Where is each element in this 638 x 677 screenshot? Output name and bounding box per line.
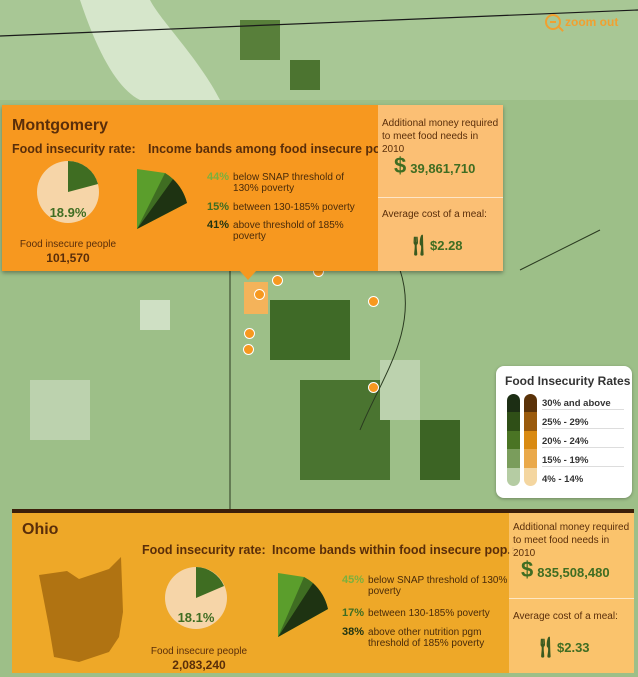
magnifier-minus-icon xyxy=(545,14,561,30)
rate-pie-chart xyxy=(164,566,228,635)
legend-item: 4% - 14% xyxy=(542,474,584,485)
band-row: 38% above other nutrition pgm threshold … xyxy=(342,626,485,650)
city-marker[interactable] xyxy=(368,296,379,307)
cost-sidebar: Additional money required to meet food n… xyxy=(509,513,634,673)
legend-title: Food Insecurity Rates xyxy=(505,374,631,388)
zoom-out-button[interactable]: zoom out xyxy=(545,14,618,30)
bands-title: Income bands within food insecure pop.: xyxy=(272,543,516,557)
rate-value: 18.1% xyxy=(177,610,215,625)
income-bands-pie xyxy=(137,169,187,229)
meal-label: Average cost of a meal: xyxy=(513,611,618,622)
divider xyxy=(378,197,503,198)
city-marker[interactable] xyxy=(254,289,265,300)
money-value: $39,861,710 xyxy=(394,153,476,178)
panel-pointer xyxy=(240,271,256,280)
people-label: Food insecure people xyxy=(150,646,248,657)
zoom-out-label: zoom out xyxy=(565,15,619,29)
city-marker[interactable] xyxy=(243,344,254,355)
people-value: 2,083,240 xyxy=(172,658,226,672)
people-value: 101,570 xyxy=(46,251,90,265)
rate-pie-chart xyxy=(37,160,99,223)
band-row: 44% below SNAP threshold of 130% poverty xyxy=(207,171,345,195)
rate-label: Food insecurity rate: xyxy=(12,142,136,156)
meal-value: $2.28 xyxy=(430,238,463,253)
city-marker[interactable] xyxy=(368,382,379,393)
fork-knife-icon: 🍴︎ xyxy=(533,637,559,659)
fork-knife-icon: 🍴︎ xyxy=(406,235,432,257)
bands-title: Income bands among food insecure pop.: xyxy=(148,142,396,156)
money-value: $835,508,480 xyxy=(521,557,610,582)
legend-orange-bar xyxy=(524,394,537,486)
meal-label: Average cost of a meal: xyxy=(382,209,487,220)
legend-item: 15% - 19% xyxy=(542,455,624,467)
money-label: Additional money required to meet food n… xyxy=(382,118,499,155)
meal-value: $2.33 xyxy=(557,640,590,655)
cost-sidebar: Additional money required to meet food n… xyxy=(378,105,503,271)
band-row: 41% above threshold of 185% poverty xyxy=(207,219,344,243)
legend: Food Insecurity Rates 30% and above 25% … xyxy=(496,366,632,498)
band-row: 17% between 130-185% poverty xyxy=(342,607,490,620)
band-row: 15% between 130-185% poverty xyxy=(207,201,355,214)
people-label: Food insecure people xyxy=(19,239,117,250)
city-marker[interactable] xyxy=(244,328,255,339)
legend-green-bar xyxy=(507,394,520,486)
legend-item: 25% - 29% xyxy=(542,417,624,429)
rate-label: Food insecurity rate: xyxy=(142,543,266,557)
city-marker[interactable] xyxy=(272,275,283,286)
ohio-state-shape xyxy=(39,557,123,662)
state-name: Ohio xyxy=(22,521,59,538)
income-bands-pie xyxy=(278,573,328,637)
county-name: Montgomery xyxy=(12,117,108,134)
legend-item: 30% and above xyxy=(542,398,624,410)
rate-value: 18.9% xyxy=(49,205,87,220)
divider xyxy=(509,598,634,599)
band-row: 45% below SNAP threshold of 130% poverty xyxy=(342,574,508,598)
state-info-panel: Ohio Food insecurity rate: 18.1% Food in… xyxy=(12,509,634,673)
legend-item: 20% - 24% xyxy=(542,436,624,448)
county-info-panel: Montgomery Food insecurity rate: 18.9% F… xyxy=(2,105,503,271)
money-label: Additional money required to meet food n… xyxy=(513,522,630,559)
